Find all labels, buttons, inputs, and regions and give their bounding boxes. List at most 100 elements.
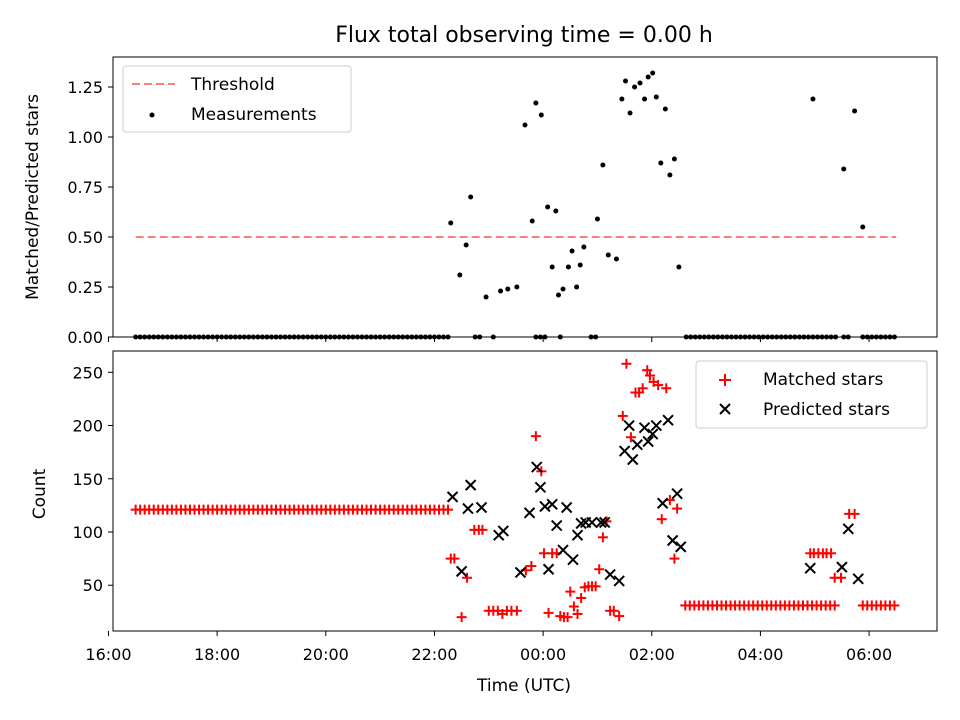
measurement-point <box>658 160 664 166</box>
legend-threshold-label: Threshold <box>190 75 275 95</box>
measurement-point <box>529 218 535 224</box>
count-x-tick-label: 06:00 <box>846 645 892 664</box>
measurement-point <box>483 294 489 300</box>
measurement-point <box>605 252 611 258</box>
predicted-stars-point <box>475 501 488 514</box>
matched-stars-point <box>661 383 672 394</box>
matched-stars-point <box>849 508 860 519</box>
measurement-point <box>623 78 629 84</box>
predicted-stars-point <box>455 565 468 578</box>
matched-stars-point <box>621 358 632 369</box>
predicted-stars-point <box>523 507 536 519</box>
matched-stars-point <box>456 612 467 623</box>
matched-stars-point <box>642 365 653 376</box>
measurement-point <box>667 172 673 178</box>
ratio-y-tick-label: 0.25 <box>67 278 103 297</box>
count-x-tick-label: 16:00 <box>85 645 131 664</box>
count-y-tick-label: 250 <box>72 363 103 382</box>
measurement-point <box>841 166 847 172</box>
matched-stars-point <box>889 600 900 611</box>
measurement-point <box>498 288 504 294</box>
count-x-tick-label: 20:00 <box>303 645 349 664</box>
matched-stars-point <box>672 503 683 514</box>
matched-stars-point <box>572 608 583 619</box>
count-legend-box <box>695 360 928 429</box>
measurement-point <box>522 122 528 128</box>
predicted-stars-point <box>852 573 864 585</box>
measurement-point <box>538 112 544 118</box>
predicted-stars-point <box>546 498 558 511</box>
measurement-point <box>613 256 619 262</box>
predicted-stars-point <box>539 500 551 513</box>
predicted-stars-point <box>534 481 547 493</box>
ratio-y-tick-label: 0.50 <box>67 228 103 247</box>
matched-stars-point <box>565 586 576 597</box>
ratio-y-tick-label: 0.75 <box>67 178 103 197</box>
measurement-point <box>457 272 463 278</box>
matched-stars-point <box>669 553 680 564</box>
predicted-stars-point <box>627 453 639 466</box>
predicted-stars-point <box>638 421 651 434</box>
ratio-y-tick-label: 1.00 <box>67 128 103 147</box>
predicted-stars-point <box>567 553 579 566</box>
matched-stars-point <box>594 564 605 575</box>
matched-stars-point <box>576 592 587 603</box>
matched-stars-point <box>526 561 537 572</box>
measurement-point <box>565 264 571 270</box>
measurement-point <box>860 224 866 230</box>
count-axes-frame <box>112 350 938 632</box>
predicted-stars-point <box>623 419 635 432</box>
legend-measurements-label: Measurements <box>191 105 317 125</box>
measurement-point <box>505 286 511 292</box>
matched-stars-point <box>543 607 554 618</box>
ratio-y-tick-label: 0.00 <box>67 328 103 347</box>
predicted-stars-point <box>836 561 848 573</box>
measurement-point <box>448 220 454 226</box>
legend-measurements-swatch <box>149 112 155 118</box>
predicted-stars-point <box>671 487 683 500</box>
measurement-point <box>600 162 606 168</box>
count-x-tick-label: 18:00 <box>194 645 240 664</box>
measurement-point <box>577 262 583 268</box>
predicted-stars-point <box>557 544 569 556</box>
predicted-stars-point <box>446 491 459 503</box>
measurement-point <box>627 110 633 116</box>
measurement-point <box>852 108 858 114</box>
predicted-stars-point <box>598 516 611 529</box>
predicted-stars-point <box>646 428 659 440</box>
ratio-y-ticks: 0.00 0.25 0.50 0.75 1.00 1.25 <box>67 78 113 347</box>
predicted-stars-point <box>675 541 687 553</box>
measurement-point <box>556 292 562 298</box>
measurement-point <box>574 284 580 290</box>
figure-title: Flux total observing time = 0.00 h <box>335 23 713 48</box>
predicted-stars-point <box>462 502 474 515</box>
measurement-point <box>662 106 668 112</box>
predicted-stars-point <box>650 419 663 432</box>
matched-stars-point <box>617 410 628 421</box>
matched-stars-point <box>568 601 579 612</box>
predicted-stars-point <box>550 519 563 532</box>
measurement-point <box>549 264 555 270</box>
measurement-point <box>671 156 677 162</box>
matched-stars-point <box>449 553 460 564</box>
predicted-stars-point <box>804 562 816 574</box>
measurement-point <box>594 216 600 222</box>
ratio-y-axis-label: Matched/Predicted stars <box>23 94 43 300</box>
measurement-point <box>645 74 651 80</box>
ratio-legend: Threshold Measurements <box>122 65 352 133</box>
predicted-stars-point <box>842 523 854 535</box>
predicted-stars-point <box>595 516 607 529</box>
measurement-point <box>545 204 551 210</box>
measurement-point <box>468 194 474 200</box>
count-legend: Matched stars Predicted stars <box>695 360 928 429</box>
predicted-stars-point <box>560 501 573 514</box>
legend-matched-swatch <box>719 374 731 386</box>
predicted-stars-point <box>662 414 674 426</box>
measurement-point <box>642 96 648 102</box>
count-plot-area <box>130 358 900 623</box>
measurement-point <box>560 286 566 292</box>
count-y-tick-label: 50 <box>83 576 103 595</box>
predicted-stars-point <box>531 461 543 473</box>
count-x-ticks: 16:00 18:00 20:00 22:00 00:00 02:00 04:00 06:00 <box>85 631 892 664</box>
count-x-tick-label: 00:00 <box>520 645 566 664</box>
